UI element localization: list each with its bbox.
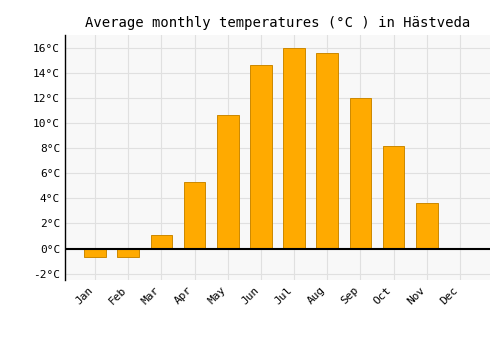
Bar (118, 248, 139, 257)
Bar (150, 235, 172, 248)
Bar (316, 52, 338, 248)
Bar (217, 116, 238, 248)
Bar (284, 48, 305, 248)
Bar (350, 98, 371, 248)
Bar (383, 146, 404, 248)
Title: Average monthly temperatures (°C ) in Hästveda: Average monthly temperatures (°C ) in Hä… (85, 16, 470, 30)
Bar (250, 65, 272, 248)
Bar (84, 248, 106, 257)
Bar (416, 203, 438, 248)
Bar (184, 182, 206, 248)
